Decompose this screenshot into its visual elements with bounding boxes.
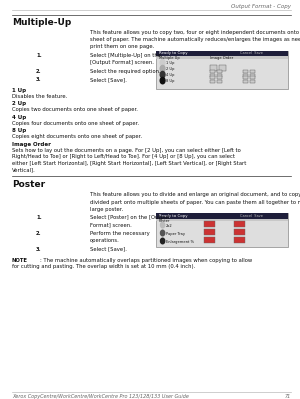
Text: 1 Up: 1 Up (166, 61, 175, 65)
Bar (243, 74, 248, 77)
Bar (204, 237, 214, 243)
Text: Copies two documents onto one sheet of paper.: Copies two documents onto one sheet of p… (12, 107, 138, 113)
Bar (156, 219, 288, 221)
Bar (156, 213, 288, 247)
Text: operations.: operations. (90, 238, 120, 243)
Bar (204, 221, 214, 227)
Text: Ready to Copy: Ready to Copy (159, 51, 188, 55)
Bar (234, 229, 244, 235)
Bar (210, 74, 215, 77)
Text: Select [Save].: Select [Save]. (90, 77, 127, 83)
Text: Multiple-Up: Multiple-Up (12, 18, 71, 27)
Circle shape (160, 77, 165, 84)
Text: [Output Format] screen.: [Output Format] screen. (90, 60, 154, 65)
Text: Poster: Poster (159, 219, 170, 223)
Bar (156, 51, 288, 56)
Text: : The machine automatically overlaps partitioned images when copying to allow: : The machine automatically overlaps par… (40, 258, 253, 263)
Text: Image Order: Image Order (210, 56, 233, 60)
Text: 4 Up: 4 Up (166, 73, 175, 77)
Text: Select [Save].: Select [Save]. (90, 247, 127, 252)
Text: for cutting and pasting. The overlap width is set at 10 mm (0.4 inch).: for cutting and pasting. The overlap wid… (12, 264, 195, 269)
Bar (210, 80, 215, 83)
Text: Xerox CopyCentre/WorkCentre/WorkCentre Pro 123/128/133 User Guide: Xerox CopyCentre/WorkCentre/WorkCentre P… (12, 394, 189, 399)
Bar (219, 65, 226, 71)
Text: 2 Up: 2 Up (166, 67, 175, 71)
Text: Multiple Up: Multiple Up (159, 56, 180, 60)
Text: Copies four documents onto one sheet of paper.: Copies four documents onto one sheet of … (12, 121, 139, 126)
Text: 1.: 1. (36, 53, 42, 58)
Text: Cancel  Save: Cancel Save (240, 214, 263, 218)
Text: Enlargement %: Enlargement % (166, 240, 194, 244)
Text: 2 Up: 2 Up (12, 101, 26, 107)
Bar (210, 76, 215, 79)
Text: Copies eight documents onto one sheet of paper.: Copies eight documents onto one sheet of… (12, 134, 142, 140)
Text: Sets how to lay out the documents on a page. For [2 Up], you can select either [: Sets how to lay out the documents on a p… (12, 148, 241, 153)
Circle shape (160, 71, 165, 78)
Bar (234, 221, 244, 227)
Text: 1 Up: 1 Up (12, 88, 26, 93)
Circle shape (160, 222, 165, 228)
Bar (250, 76, 255, 79)
Text: Poster: Poster (12, 180, 45, 190)
Text: This feature allows you to divide and enlarge an original document, and to copy : This feature allows you to divide and en… (90, 192, 300, 198)
Text: 71: 71 (285, 394, 291, 399)
Text: Select the required option.: Select the required option. (90, 69, 160, 74)
Text: Image Order: Image Order (12, 142, 51, 147)
Text: either [Left Start Horizontal], [Right Start Horizontal], [Left Start Vertical],: either [Left Start Horizontal], [Right S… (12, 161, 246, 166)
Text: 2.: 2. (36, 231, 42, 236)
Text: Format] screen.: Format] screen. (90, 222, 132, 227)
Text: Perform the necessary: Perform the necessary (90, 231, 150, 236)
Text: 8 Up: 8 Up (166, 79, 175, 83)
Text: Disables the feature.: Disables the feature. (12, 94, 67, 99)
Circle shape (160, 238, 165, 244)
Bar (156, 56, 288, 59)
Bar (250, 80, 255, 83)
Bar (217, 74, 222, 77)
Bar (243, 76, 248, 79)
Bar (243, 80, 248, 83)
Text: Output Format - Copy: Output Format - Copy (231, 4, 291, 9)
Bar (243, 70, 248, 73)
Text: 2x2: 2x2 (166, 224, 173, 228)
Bar (210, 65, 217, 71)
Bar (217, 70, 222, 73)
Text: 3.: 3. (36, 77, 42, 83)
Bar (250, 74, 255, 77)
Bar (234, 237, 244, 243)
Text: Ready to Copy: Ready to Copy (159, 214, 188, 218)
Bar (217, 76, 222, 79)
Text: large poster.: large poster. (90, 207, 123, 212)
Bar (204, 229, 214, 235)
Text: Select [Multiple-Up] on the: Select [Multiple-Up] on the (90, 53, 161, 58)
Text: NOTE: NOTE (12, 258, 28, 263)
Bar (217, 80, 222, 83)
Circle shape (160, 65, 165, 72)
Text: This feature allows you to copy two, four or eight independent documents onto on: This feature allows you to copy two, fou… (90, 30, 300, 35)
Bar (156, 51, 288, 89)
Text: 3.: 3. (36, 247, 42, 252)
Text: divided part onto multiple sheets of paper. You can paste them all together to m: divided part onto multiple sheets of pap… (90, 200, 300, 205)
Text: Vertical].: Vertical]. (12, 167, 36, 172)
Text: Paper Tray: Paper Tray (166, 232, 185, 236)
Text: print them on one page.: print them on one page. (90, 44, 154, 49)
Circle shape (160, 230, 165, 236)
Text: Right/Head to Toe] or [Right to Left/Head to Toe]. For [4 Up] or [8 Up], you can: Right/Head to Toe] or [Right to Left/Hea… (12, 154, 235, 160)
Bar (250, 70, 255, 73)
Text: 2.: 2. (36, 69, 42, 74)
Text: 1.: 1. (36, 215, 42, 221)
Text: Cancel  Save: Cancel Save (240, 51, 263, 55)
Text: Select [Poster] on the [Output: Select [Poster] on the [Output (90, 215, 170, 221)
Text: 4 Up: 4 Up (12, 115, 26, 120)
Text: 8 Up: 8 Up (12, 128, 26, 134)
Circle shape (160, 59, 165, 66)
Text: sheet of paper. The machine automatically reduces/enlarges the images as needed : sheet of paper. The machine automaticall… (90, 37, 300, 42)
Bar (156, 213, 288, 219)
Bar (210, 70, 215, 73)
